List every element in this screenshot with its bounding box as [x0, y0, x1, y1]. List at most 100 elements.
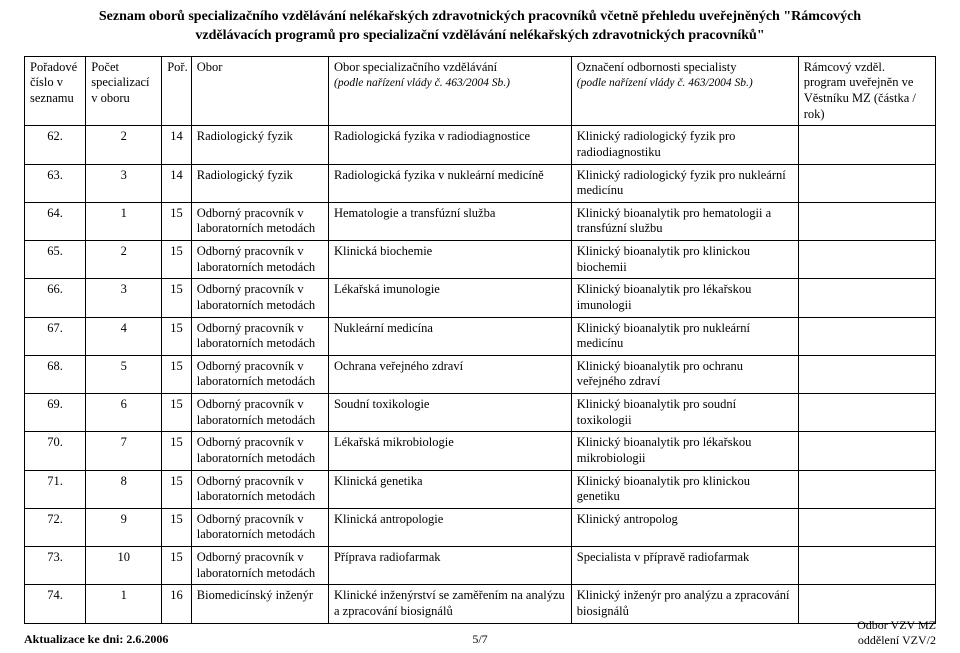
cell-b: 3 [86, 164, 162, 202]
cell-g [798, 432, 935, 470]
table-row: 65.215Odborný pracovník v laboratorních … [25, 241, 936, 279]
document-page: Seznam oborů specializačního vzdělávání … [0, 0, 960, 653]
specializations-table: Pořadové číslo v seznamu Počet specializ… [24, 56, 936, 624]
cell-g [798, 394, 935, 432]
header-program: Rámcový vzděl. program uveřejněn ve Věst… [798, 56, 935, 126]
cell-d: Odborný pracovník v laboratorních metodá… [191, 202, 328, 240]
cell-b: 4 [86, 317, 162, 355]
cell-a: 64. [25, 202, 86, 240]
cell-b: 5 [86, 355, 162, 393]
table-row: 63.314Radiologický fyzikRadiologická fyz… [25, 164, 936, 202]
cell-b: 8 [86, 470, 162, 508]
cell-d: Odborný pracovník v laboratorních metodá… [191, 508, 328, 546]
table-row: 70.715Odborný pracovník v laboratorních … [25, 432, 936, 470]
cell-c: 15 [162, 241, 192, 279]
cell-e: Klinická biochemie [328, 241, 571, 279]
table-body: 62.214Radiologický fyzikRadiologická fyz… [25, 126, 936, 623]
cell-d: Radiologický fyzik [191, 164, 328, 202]
cell-g [798, 317, 935, 355]
cell-e: Radiologická fyzika v nukleární medicíně [328, 164, 571, 202]
cell-d: Odborný pracovník v laboratorních metodá… [191, 547, 328, 585]
table-header: Pořadové číslo v seznamu Počet specializ… [25, 56, 936, 126]
header-obor: Obor [191, 56, 328, 126]
cell-f: Klinický bioanalytik pro nukleární medic… [571, 317, 798, 355]
cell-b: 9 [86, 508, 162, 546]
cell-a: 68. [25, 355, 86, 393]
table-row: 68.515Odborný pracovník v laboratorních … [25, 355, 936, 393]
cell-d: Odborný pracovník v laboratorních metodá… [191, 317, 328, 355]
cell-d: Odborný pracovník v laboratorních metodá… [191, 394, 328, 432]
cell-g [798, 164, 935, 202]
header-designation-main: Označení odbornosti specialisty [577, 60, 737, 74]
table-row: 62.214Radiologický fyzikRadiologická fyz… [25, 126, 936, 164]
cell-b: 2 [86, 126, 162, 164]
cell-b: 7 [86, 432, 162, 470]
cell-c: 15 [162, 317, 192, 355]
cell-e: Klinická antropologie [328, 508, 571, 546]
cell-a: 62. [25, 126, 86, 164]
cell-g [798, 126, 935, 164]
table-row: 71.815Odborný pracovník v laboratorních … [25, 470, 936, 508]
cell-e: Klinická genetika [328, 470, 571, 508]
cell-d: Odborný pracovník v laboratorních metodá… [191, 241, 328, 279]
cell-f: Klinický bioanalytik pro soudní toxikolo… [571, 394, 798, 432]
title-line-2: vzdělávacích programů pro specializační … [195, 28, 764, 43]
cell-c: 15 [162, 470, 192, 508]
footer-dept-line-1: Odbor VZV MZ [857, 618, 936, 632]
cell-b: 10 [86, 547, 162, 585]
cell-b: 2 [86, 241, 162, 279]
cell-d: Odborný pracovník v laboratorních metodá… [191, 432, 328, 470]
cell-e: Lékařská imunologie [328, 279, 571, 317]
cell-a: 71. [25, 470, 86, 508]
cell-f: Klinický radiologický fyzik pro nukleárn… [571, 164, 798, 202]
cell-c: 15 [162, 279, 192, 317]
footer-page-number: 5/7 [24, 632, 936, 647]
header-spec-main: Obor specializačního vzdělávání [334, 60, 497, 74]
cell-b: 1 [86, 202, 162, 240]
cell-c: 15 [162, 432, 192, 470]
cell-f: Klinický radiologický fyzik pro radiodia… [571, 126, 798, 164]
cell-f: Klinický bioanalytik pro ochranu veřejné… [571, 355, 798, 393]
table-row: 66.315Odborný pracovník v laboratorních … [25, 279, 936, 317]
cell-f: Klinický bioanalytik pro klinickou genet… [571, 470, 798, 508]
cell-b: 6 [86, 394, 162, 432]
page-footer: Aktualizace ke dni: 2.6.2006 5/7 Odbor V… [24, 618, 936, 647]
cell-a: 66. [25, 279, 86, 317]
table-row: 64.115Odborný pracovník v laboratorních … [25, 202, 936, 240]
header-seq: Pořadové číslo v seznamu [25, 56, 86, 126]
cell-a: 73. [25, 547, 86, 585]
header-designation: Označení odbornosti specialisty (podle n… [571, 56, 798, 126]
cell-c: 15 [162, 202, 192, 240]
header-count: Počet specializací v oboru [86, 56, 162, 126]
cell-f: Klinický bioanalytik pro lékařskou imuno… [571, 279, 798, 317]
cell-e: Nukleární medicína [328, 317, 571, 355]
cell-c: 14 [162, 126, 192, 164]
cell-c: 14 [162, 164, 192, 202]
cell-e: Příprava radiofarmak [328, 547, 571, 585]
cell-e: Lékařská mikrobiologie [328, 432, 571, 470]
cell-d: Odborný pracovník v laboratorních metodá… [191, 279, 328, 317]
cell-c: 15 [162, 394, 192, 432]
table-row: 72.915Odborný pracovník v laboratorních … [25, 508, 936, 546]
cell-c: 15 [162, 547, 192, 585]
cell-d: Radiologický fyzik [191, 126, 328, 164]
cell-f: Klinický antropolog [571, 508, 798, 546]
cell-d: Odborný pracovník v laboratorních metodá… [191, 470, 328, 508]
table-row: 69.615Odborný pracovník v laboratorních … [25, 394, 936, 432]
header-spec-sub: (podle nařízení vlády č. 463/2004 Sb.) [334, 77, 510, 89]
cell-e: Radiologická fyzika v radiodiagnostice [328, 126, 571, 164]
cell-g [798, 241, 935, 279]
header-por: Poř. [162, 56, 192, 126]
cell-g [798, 547, 935, 585]
cell-f: Specialista v přípravě radiofarmak [571, 547, 798, 585]
cell-f: Klinický bioanalytik pro lékařskou mikro… [571, 432, 798, 470]
cell-g [798, 279, 935, 317]
cell-a: 69. [25, 394, 86, 432]
cell-a: 65. [25, 241, 86, 279]
header-spec: Obor specializačního vzdělávání (podle n… [328, 56, 571, 126]
cell-g [798, 508, 935, 546]
cell-c: 15 [162, 355, 192, 393]
cell-e: Soudní toxikologie [328, 394, 571, 432]
cell-a: 72. [25, 508, 86, 546]
cell-g [798, 202, 935, 240]
